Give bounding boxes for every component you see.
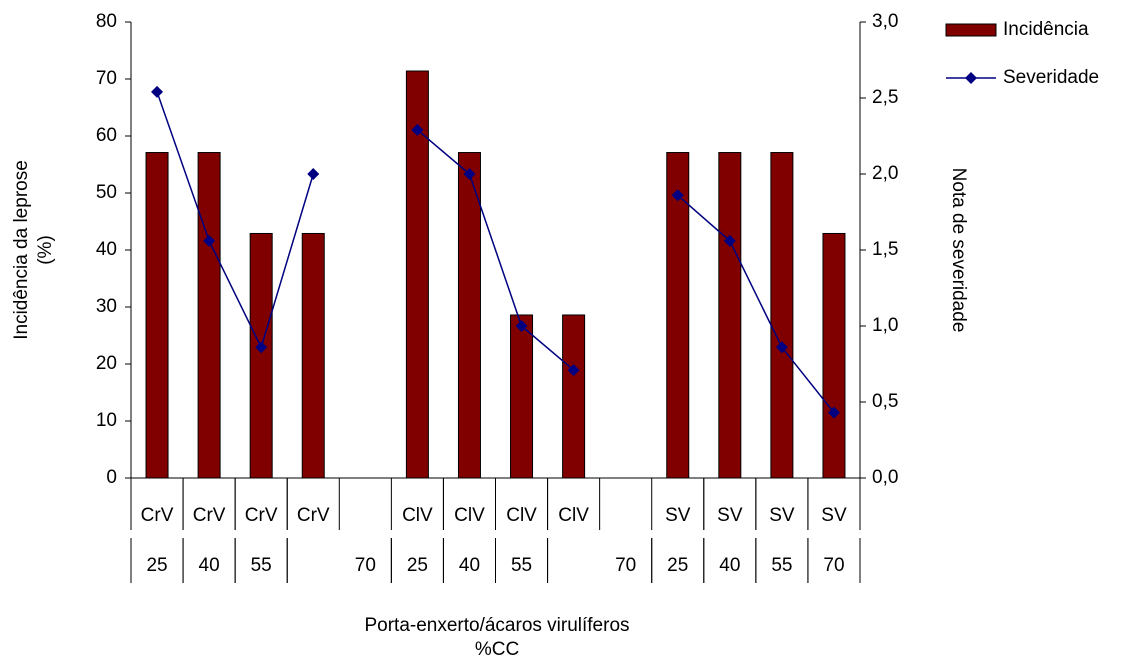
x-subtick-label: 70 bbox=[823, 555, 844, 576]
x-tick-label: CrV bbox=[141, 505, 174, 526]
x-axis-title: Porta-enxerto/ácaros virulíferos bbox=[364, 615, 629, 636]
y2-tick-label: 1,5 bbox=[872, 239, 898, 260]
x-subtick-label: 25 bbox=[407, 555, 428, 576]
x-subtick-label: 70 bbox=[355, 555, 376, 576]
marker bbox=[567, 364, 580, 377]
x-tick-label: ClV bbox=[558, 505, 589, 526]
bar bbox=[145, 152, 169, 479]
y-axis-title: Incidência da leprose bbox=[11, 160, 32, 340]
x-subtick-label: 40 bbox=[199, 555, 220, 576]
bar bbox=[666, 152, 690, 479]
x-tick-label: SV bbox=[665, 505, 691, 526]
legend-label: Severidade bbox=[1003, 67, 1099, 88]
y-tick-label: 50 bbox=[96, 182, 117, 203]
x-tick-label: ClV bbox=[402, 505, 433, 526]
bar bbox=[822, 232, 846, 479]
marker bbox=[775, 341, 788, 354]
x-tick-label: SV bbox=[821, 505, 847, 526]
x-subtick-label: 40 bbox=[719, 555, 740, 576]
y-tick-label: 60 bbox=[96, 125, 117, 146]
x-tick-label: SV bbox=[717, 505, 743, 526]
marker bbox=[827, 406, 840, 419]
y-tick-label: 10 bbox=[96, 410, 117, 431]
marker bbox=[411, 123, 424, 136]
legend-marker bbox=[965, 72, 977, 84]
x-subtick-label: 55 bbox=[771, 555, 792, 576]
legend-swatch bbox=[945, 23, 997, 37]
x-subtick-label: 40 bbox=[459, 555, 480, 576]
x-subtick-label: 70 bbox=[615, 555, 636, 576]
y-axis-title: (%) bbox=[35, 235, 56, 265]
bar bbox=[562, 314, 586, 479]
x-subtick-label: 25 bbox=[146, 555, 167, 576]
line bbox=[156, 91, 835, 414]
marker bbox=[307, 168, 320, 180]
x-subtick-label: 55 bbox=[511, 555, 532, 576]
marker bbox=[151, 85, 164, 98]
marker bbox=[671, 189, 684, 202]
marker bbox=[723, 234, 736, 247]
x-axis-title: %CC bbox=[475, 639, 519, 660]
bar bbox=[301, 232, 325, 479]
y2-axis-title: Nota de severidade bbox=[948, 168, 969, 333]
y-tick-label: 30 bbox=[96, 296, 117, 317]
bar bbox=[718, 152, 742, 479]
legend-label: Incidência bbox=[1003, 19, 1089, 40]
bar bbox=[405, 70, 429, 479]
x-tick-label: ClV bbox=[454, 505, 485, 526]
y-tick-label: 0 bbox=[106, 467, 117, 488]
bar bbox=[770, 152, 794, 479]
y-tick-label: 80 bbox=[96, 11, 117, 32]
bar bbox=[510, 314, 534, 479]
x-tick-label: CrV bbox=[245, 505, 278, 526]
marker bbox=[255, 341, 268, 354]
bar bbox=[249, 232, 273, 479]
marker bbox=[515, 320, 528, 332]
y-tick-label: 20 bbox=[96, 353, 117, 374]
x-tick-label: CrV bbox=[193, 505, 226, 526]
y2-tick-label: 2,0 bbox=[872, 163, 898, 184]
x-tick-label: ClV bbox=[506, 505, 537, 526]
y2-tick-label: 0,0 bbox=[872, 467, 898, 488]
x-tick-label: CrV bbox=[297, 505, 330, 526]
y-tick-label: 70 bbox=[96, 68, 117, 89]
y2-tick-label: 2,5 bbox=[872, 87, 898, 108]
bar bbox=[197, 152, 221, 479]
x-subtick-label: 25 bbox=[667, 555, 688, 576]
y2-tick-label: 1,0 bbox=[872, 315, 898, 336]
marker bbox=[203, 234, 216, 247]
y2-tick-label: 3,0 bbox=[872, 11, 898, 32]
y2-tick-label: 0,5 bbox=[872, 391, 898, 412]
marker bbox=[463, 168, 476, 180]
bar bbox=[457, 152, 481, 479]
x-subtick-label: 55 bbox=[251, 555, 272, 576]
x-tick-label: SV bbox=[769, 505, 795, 526]
y-tick-label: 40 bbox=[96, 239, 117, 260]
